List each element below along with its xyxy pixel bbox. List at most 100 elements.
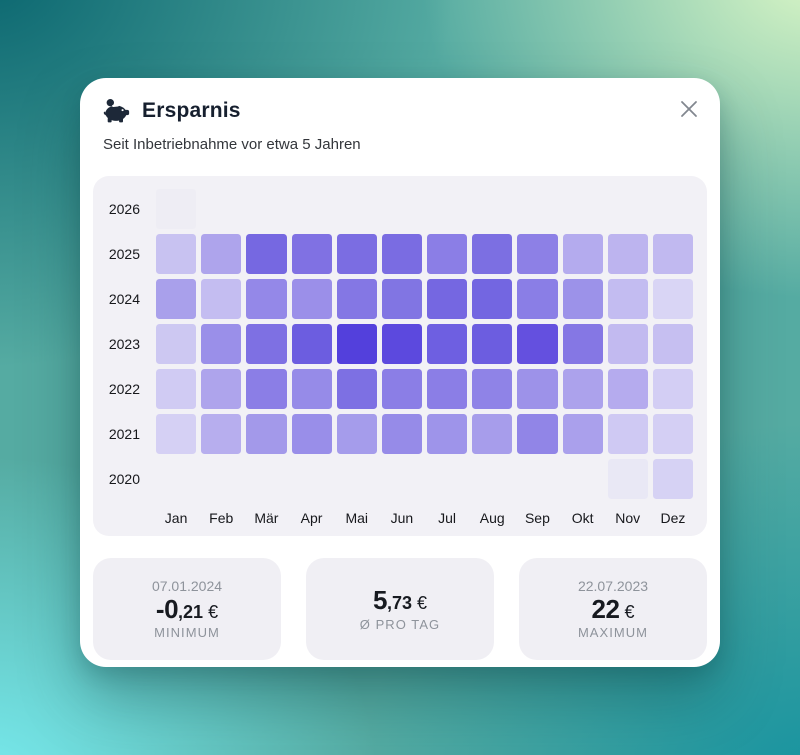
page-title: Ersparnis bbox=[142, 99, 241, 122]
heatmap-cell-2024-Mai[interactable] bbox=[336, 279, 377, 319]
heatmap-cell-2023-Mai[interactable] bbox=[336, 324, 377, 364]
heatmap-cell-2021-Aug[interactable] bbox=[472, 414, 513, 454]
heatmap-cell-2022-Okt[interactable] bbox=[562, 369, 603, 409]
heatmap-cell-2023-Feb[interactable] bbox=[201, 324, 242, 364]
heatmap-cell-2025-Jul[interactable] bbox=[427, 234, 468, 274]
heatmap-cell-2024-Mär[interactable] bbox=[246, 279, 287, 319]
stat-card-maximum: 22.07.2023 22 € MAXIMUM bbox=[519, 558, 707, 660]
heatmap-cell-2021-Jul[interactable] bbox=[427, 414, 468, 454]
maximum-date: 22.07.2023 bbox=[577, 577, 649, 594]
heatmap-cell-2024-Sep[interactable] bbox=[517, 279, 558, 319]
heatmap-cell-2022-Apr[interactable] bbox=[291, 369, 332, 409]
heatmap-year-label-2021: 2021 bbox=[108, 426, 140, 442]
heatmap-cell-2022-Sep[interactable] bbox=[517, 369, 558, 409]
heatmap-cell-2025-Feb[interactable] bbox=[201, 234, 242, 274]
heatmap-axis-corner bbox=[103, 514, 151, 518]
heatmap-cell-2024-Nov[interactable] bbox=[607, 279, 648, 319]
heatmap-cell-2021-Mär[interactable] bbox=[246, 414, 287, 454]
heatmap-cell-2023-Apr[interactable] bbox=[291, 324, 332, 364]
heatmap-cell-2025-Sep[interactable] bbox=[517, 234, 558, 274]
heatmap-cell-2022-Jun[interactable] bbox=[381, 369, 422, 409]
heatmap-cell-2023-Okt[interactable] bbox=[562, 324, 603, 364]
heatmap-month-label-Jun: Jun bbox=[390, 510, 414, 526]
heatmap-cell-2025-Mai[interactable] bbox=[336, 234, 377, 274]
average-label: Ø PRO TAG bbox=[359, 616, 441, 632]
heatmap-month-label-Sep: Sep bbox=[524, 510, 550, 526]
heatmap-cell-2024-Jul[interactable] bbox=[427, 279, 468, 319]
heatmap-year-label-2024: 2024 bbox=[108, 291, 140, 307]
savings-heatmap-panel: 2026 2025 2024 2023 2022 2021 2020 Jan Feb Mär Apr… bbox=[93, 176, 707, 536]
average-value: 5,73 € bbox=[372, 585, 427, 616]
currency-symbol: € bbox=[624, 601, 635, 622]
ersparnis-card: Ersparnis Seit Inbetriebnahme vor etwa 5… bbox=[80, 78, 720, 667]
heatmap-cell-2021-Apr[interactable] bbox=[291, 414, 332, 454]
heatmap-cell-2025-Aug[interactable] bbox=[472, 234, 513, 274]
heatmap-cell-2021-Jun[interactable] bbox=[381, 414, 422, 454]
maximum-value: 22 € bbox=[591, 593, 635, 624]
heatmap-cell-2023-Dez[interactable] bbox=[652, 324, 693, 364]
close-button[interactable] bbox=[672, 92, 706, 126]
heatmap-cell-2024-Apr[interactable] bbox=[291, 279, 332, 319]
minimum-label: MINIMUM bbox=[154, 625, 220, 641]
heatmap-cell-2023-Sep[interactable] bbox=[517, 324, 558, 364]
heatmap-cell-2021-Sep[interactable] bbox=[517, 414, 558, 454]
heatmap-month-label-Jan: Jan bbox=[164, 510, 188, 526]
heatmap-cell-2025-Nov[interactable] bbox=[607, 234, 648, 274]
heatmap-cell-2023-Nov[interactable] bbox=[607, 324, 648, 364]
heatmap-year-label-2022: 2022 bbox=[108, 381, 140, 397]
heatmap-cell-2024-Okt[interactable] bbox=[562, 279, 603, 319]
heatmap-month-label-Okt: Okt bbox=[571, 510, 594, 526]
heatmap-cell-2022-Jan[interactable] bbox=[156, 369, 197, 409]
heatmap-year-label-2025: 2025 bbox=[108, 246, 140, 262]
heatmap-cell-2021-Dez[interactable] bbox=[652, 414, 693, 454]
heatmap-cell-2021-Jan[interactable] bbox=[156, 414, 197, 454]
subtitle: Seit Inbetriebnahme vor etwa 5 Jahren bbox=[103, 136, 361, 153]
card-header: Ersparnis bbox=[102, 98, 660, 124]
heatmap-cell-2023-Jan[interactable] bbox=[156, 324, 197, 364]
heatmap-cell-2022-Feb[interactable] bbox=[201, 369, 242, 409]
close-icon bbox=[681, 101, 697, 117]
heatmap-cell-2023-Jul[interactable] bbox=[427, 324, 468, 364]
heatmap-cell-2022-Dez[interactable] bbox=[652, 369, 693, 409]
currency-symbol: € bbox=[208, 601, 219, 622]
heatmap-year-label-2026: 2026 bbox=[108, 201, 140, 217]
heatmap-month-label-Feb: Feb bbox=[209, 510, 234, 526]
heatmap-cell-2023-Jun[interactable] bbox=[381, 324, 422, 364]
heatmap-cell-2022-Mai[interactable] bbox=[336, 369, 377, 409]
heatmap-cell-2025-Jan[interactable] bbox=[156, 234, 197, 274]
heatmap-month-label-Mär: Mär bbox=[254, 510, 279, 526]
heatmap-month-label-Dez: Dez bbox=[660, 510, 686, 526]
heatmap-cell-2022-Jul[interactable] bbox=[427, 369, 468, 409]
heatmap-cell-2022-Aug[interactable] bbox=[472, 369, 513, 409]
heatmap-cell-2026-Jan[interactable] bbox=[156, 189, 197, 229]
heatmap-cell-2025-Dez[interactable] bbox=[652, 234, 693, 274]
heatmap-cell-2024-Dez[interactable] bbox=[652, 279, 693, 319]
heatmap-cell-2022-Nov[interactable] bbox=[607, 369, 648, 409]
heatmap-cell-2020-Dez[interactable] bbox=[652, 459, 693, 499]
heatmap-month-label-Aug: Aug bbox=[479, 510, 505, 526]
heatmap-cell-2024-Feb[interactable] bbox=[201, 279, 242, 319]
heatmap-cell-2024-Aug[interactable] bbox=[472, 279, 513, 319]
heatmap-cell-2025-Apr[interactable] bbox=[291, 234, 332, 274]
heatmap-cell-2021-Nov[interactable] bbox=[607, 414, 648, 454]
heatmap-cell-2025-Mär[interactable] bbox=[246, 234, 287, 274]
minimum-value: -0,21 € bbox=[155, 593, 219, 624]
currency-symbol: € bbox=[416, 593, 427, 614]
heatmap-cell-2025-Jun[interactable] bbox=[381, 234, 422, 274]
stat-card-minimum: 07.01.2024 -0,21 € MINIMUM bbox=[93, 558, 281, 660]
heatmap-cell-2021-Mai[interactable] bbox=[336, 414, 377, 454]
stat-card-average-per-day: 5,73 € Ø PRO TAG bbox=[306, 558, 494, 660]
maximum-label: MAXIMUM bbox=[577, 625, 649, 641]
heatmap-cell-2022-Mär[interactable] bbox=[246, 369, 287, 409]
heatmap-cell-2024-Jan[interactable] bbox=[156, 279, 197, 319]
heatmap-cell-2025-Okt[interactable] bbox=[562, 234, 603, 274]
heatmap-cell-2020-Nov[interactable] bbox=[607, 459, 648, 499]
heatmap-month-label-Nov: Nov bbox=[615, 510, 641, 526]
piggy-bank-icon bbox=[103, 99, 130, 123]
heatmap-cell-2021-Feb[interactable] bbox=[201, 414, 242, 454]
heatmap-cell-2021-Okt[interactable] bbox=[562, 414, 603, 454]
heatmap-cell-2023-Aug[interactable] bbox=[472, 324, 513, 364]
heatmap-cell-2023-Mär[interactable] bbox=[246, 324, 287, 364]
heatmap-year-label-2020: 2020 bbox=[108, 471, 140, 487]
heatmap-cell-2024-Jun[interactable] bbox=[381, 279, 422, 319]
